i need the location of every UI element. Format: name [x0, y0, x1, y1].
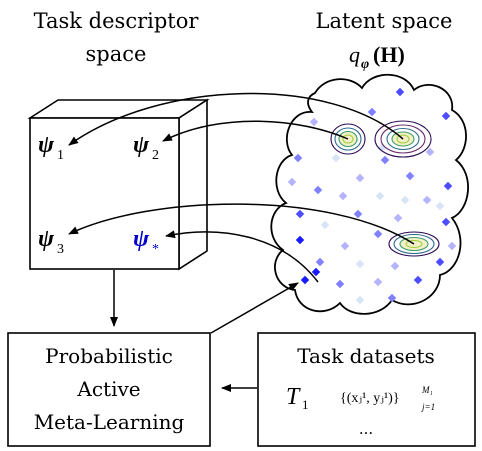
latent-point [313, 185, 323, 195]
latent-point [355, 173, 365, 183]
latent-q-symbol: q [349, 42, 360, 67]
latent-point [311, 267, 321, 277]
latent-point [447, 241, 457, 251]
task-datasets-box: Task datasets T 1 {(xⱼ¹, yⱼ¹)} M₁ j=1 ..… [257, 332, 476, 447]
latent-point [367, 107, 377, 117]
latent-point [320, 220, 330, 230]
latent-point [293, 153, 303, 163]
psi-1-subscript: 1 [57, 148, 64, 163]
latent-point [315, 257, 325, 267]
latent-point [295, 235, 305, 245]
latent-point [295, 209, 305, 219]
cube-top-face [27, 99, 210, 119]
psi-2-subscript: 2 [152, 148, 159, 163]
latent-point [441, 111, 451, 121]
psi-star-symbol: ψ [133, 226, 150, 252]
latent-point [435, 257, 445, 267]
psi-star-subscript: * [152, 242, 159, 257]
psi-1-label: ψ 1 [38, 132, 64, 163]
task-space-title-line2: space [86, 42, 147, 66]
latent-point [405, 171, 415, 181]
cube-front-face [29, 117, 180, 270]
latent-point [425, 147, 435, 157]
latent-point [443, 181, 453, 191]
datasets-title: Task datasets [297, 344, 435, 368]
latent-point [422, 195, 432, 205]
pal-line-3: Meta-Learning [34, 410, 185, 434]
psi-2-symbol: ψ [133, 132, 150, 158]
latent-point [353, 209, 363, 219]
latent-point [331, 153, 341, 163]
datasets-formula-sub: j=1 [421, 402, 435, 412]
latent-distribution-label: q φ (H) [349, 42, 405, 72]
latent-point [380, 155, 390, 165]
psi-3-symbol: ψ [38, 226, 55, 252]
latent-point [287, 177, 297, 187]
latent-point [355, 295, 365, 305]
latent-phi-subscript: φ [361, 57, 369, 72]
datasets-task-subscript: 1 [302, 397, 309, 412]
psi-3-subscript: 3 [57, 242, 64, 257]
latent-point [373, 277, 383, 287]
pal-box: Probabilistic Active Meta-Learning [7, 332, 211, 447]
psi-1-symbol: ψ [38, 132, 55, 158]
arrow-latent-to-psi-3 [68, 203, 415, 245]
latent-point [375, 191, 385, 201]
psi-star-label: ψ * [133, 226, 159, 257]
latent-point [393, 213, 403, 223]
latent-space-title: Latent space [316, 9, 453, 33]
pal-line-1: Probabilistic [45, 344, 173, 368]
datasets-formula-sup: M₁ [421, 385, 433, 395]
latent-point [400, 195, 410, 205]
datasets-task-symbol: T [286, 384, 301, 410]
latent-point [373, 229, 383, 239]
pal-line-2: Active [76, 377, 140, 401]
latent-points [287, 87, 457, 305]
latent-point [395, 87, 405, 97]
datasets-formula: {(xⱼ¹, yⱼ¹)} [340, 391, 400, 406]
latent-point [435, 201, 445, 211]
latent-point [335, 279, 345, 289]
latent-point [355, 259, 365, 269]
latent-h-argument: (H) [373, 42, 405, 67]
latent-point [413, 275, 423, 285]
latent-point [338, 191, 348, 201]
latent-point [300, 275, 310, 285]
psi-2-label: ψ 2 [133, 132, 159, 163]
psi-3-label: ψ 3 [38, 226, 64, 257]
latent-point [340, 241, 350, 251]
arrow-latent-to-psi-star [165, 230, 319, 283]
arrow-pal-to-latent [210, 282, 299, 334]
latent-point [441, 217, 451, 227]
cube-side-face [178, 98, 208, 271]
task-space-title-line1: Task descriptor [34, 9, 200, 33]
datasets-ellipsis: ... [359, 420, 373, 438]
task-descriptor-cube [27, 98, 210, 271]
latent-point [387, 293, 397, 303]
latent-point [390, 261, 400, 271]
latent-point [309, 117, 319, 127]
arrow-latent-to-psi-2 [162, 120, 349, 142]
arrow-latent-to-psi-1 [68, 92, 404, 146]
